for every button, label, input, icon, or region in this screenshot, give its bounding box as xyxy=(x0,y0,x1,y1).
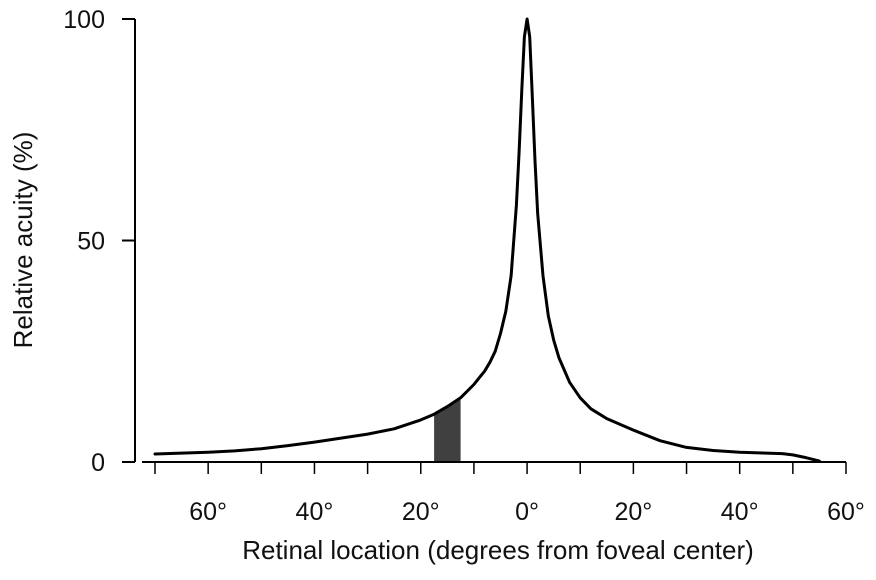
y-axis-title: Relative acuity (%) xyxy=(8,132,38,349)
y-tick-label: 0 xyxy=(91,449,105,477)
x-tick-label: 0° xyxy=(515,498,539,526)
x-tick-label: 60° xyxy=(189,498,227,526)
y-tick-label: 50 xyxy=(77,228,105,256)
x-tick-label: 40° xyxy=(296,498,334,526)
x-tick-label: 20° xyxy=(614,498,652,526)
x-tick-label: 20° xyxy=(402,498,440,526)
y-tick-label: 100 xyxy=(63,6,105,34)
x-tick-label: 40° xyxy=(721,498,759,526)
x-tick-label: 60° xyxy=(827,498,865,526)
acuity-curve xyxy=(153,17,821,463)
highlight-band xyxy=(434,397,461,462)
x-axis-title: Retinal location (degrees from foveal ce… xyxy=(242,535,754,565)
